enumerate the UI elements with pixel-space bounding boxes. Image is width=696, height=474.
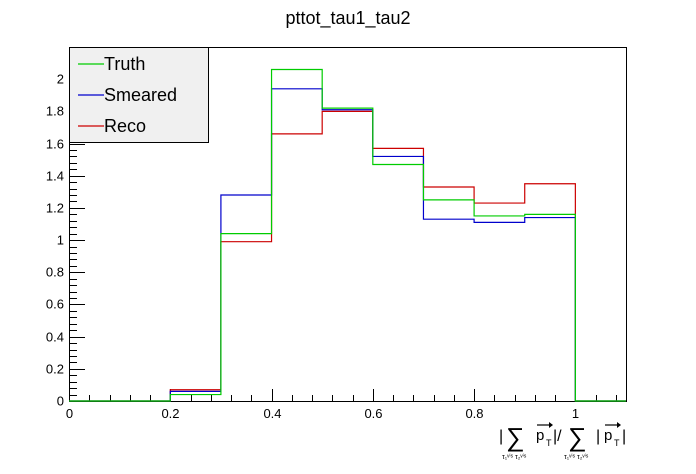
y-tick-label: 2 [57,72,64,87]
y-axis: 0 0.2 0.4 0.6 0.8 1 1.2 1.4 1.6 1.8 2 [46,47,85,409]
y-tick-label: 1.2 [46,201,64,216]
y-tick-label: 1.6 [46,137,64,152]
xlabel-sum-2: ∑ [568,422,587,452]
x-tick-label: 0.4 [263,406,281,421]
y-tick-label: 0.4 [46,330,64,345]
legend-label-truth: Truth [104,54,145,74]
xlabel-t-2: T [614,438,620,448]
y-tick-label: 1 [57,233,64,248]
y-tick-label: 0.2 [46,362,64,377]
xlabel-p-2: p [604,427,612,444]
xlabel-bar-left: | [499,428,503,445]
x-tick-label: 1 [572,406,579,421]
xlabel-bar-open: | [596,428,600,445]
legend-label-reco: Reco [104,116,146,136]
x-axis: 0 0.2 0.4 0.6 0.8 1 [66,389,617,421]
legend-label-smeared: Smeared [104,85,177,105]
x-tick-label: 0.6 [364,406,382,421]
chart-title: pttot_tau1_tau2 [285,8,410,29]
y-tick-label: 1.8 [46,104,64,119]
x-tick-label: 0 [66,406,73,421]
plot-frame [69,47,627,402]
x-tick-label: 0.8 [465,406,483,421]
xlabel-bar-close: | [622,428,626,445]
x-tick-label: 0.2 [161,406,179,421]
xlabel-p-1: p [536,427,544,444]
series-layer [69,68,626,402]
y-tick-label: 0.6 [46,297,64,312]
x-axis-label: | ∑ τ₁ᵛⁱˢ τ₂ᵛⁱˢ p T |/ ∑ τ₁ᵛⁱˢ τ₂ᵛⁱˢ | p… [499,422,626,461]
xlabel-t-1: T [546,438,552,448]
legend: Truth Smeared Reco [69,47,209,143]
y-tick-label: 0.8 [46,265,64,280]
series-truth-line [69,68,626,402]
xlabel-arrowhead-2 [617,422,621,428]
y-tick-label: 1.4 [46,169,64,184]
xlabel-arrowhead-1 [549,422,553,428]
xlabel-sum-1: ∑ [506,422,525,452]
xlabel-sub-1: τ₁ᵛⁱˢ τ₂ᵛⁱˢ [502,453,527,461]
series-reco-line [69,110,626,402]
xlabel-mid: |/ [553,428,562,445]
y-tick-label: 0 [57,394,64,409]
xlabel-sub-2: τ₁ᵛⁱˢ τ₂ᵛⁱˢ [564,453,589,461]
